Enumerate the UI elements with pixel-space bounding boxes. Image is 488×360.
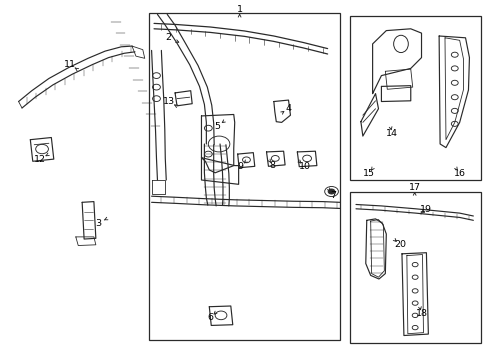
Circle shape bbox=[327, 189, 334, 194]
Text: 2: 2 bbox=[165, 33, 171, 42]
Bar bbox=[349, 16, 480, 180]
Text: 7: 7 bbox=[330, 191, 336, 199]
Text: 15: 15 bbox=[363, 169, 374, 178]
Text: 18: 18 bbox=[415, 310, 427, 319]
Text: 20: 20 bbox=[393, 240, 405, 249]
Bar bbox=[349, 192, 480, 343]
Text: 5: 5 bbox=[214, 122, 220, 131]
Text: 4: 4 bbox=[285, 104, 291, 113]
Text: 3: 3 bbox=[95, 219, 101, 228]
Text: 6: 6 bbox=[207, 313, 213, 322]
Text: 16: 16 bbox=[453, 169, 465, 178]
Bar bbox=[149, 13, 339, 340]
Text: 14: 14 bbox=[386, 130, 397, 139]
Text: 19: 19 bbox=[420, 205, 431, 214]
Text: 13: 13 bbox=[163, 97, 174, 106]
Text: 11: 11 bbox=[63, 60, 75, 69]
Text: 8: 8 bbox=[269, 161, 275, 170]
Text: 12: 12 bbox=[34, 155, 46, 163]
Text: 1: 1 bbox=[236, 5, 242, 14]
Text: 10: 10 bbox=[298, 162, 310, 171]
Text: 17: 17 bbox=[408, 184, 420, 193]
Text: 9: 9 bbox=[237, 162, 243, 171]
